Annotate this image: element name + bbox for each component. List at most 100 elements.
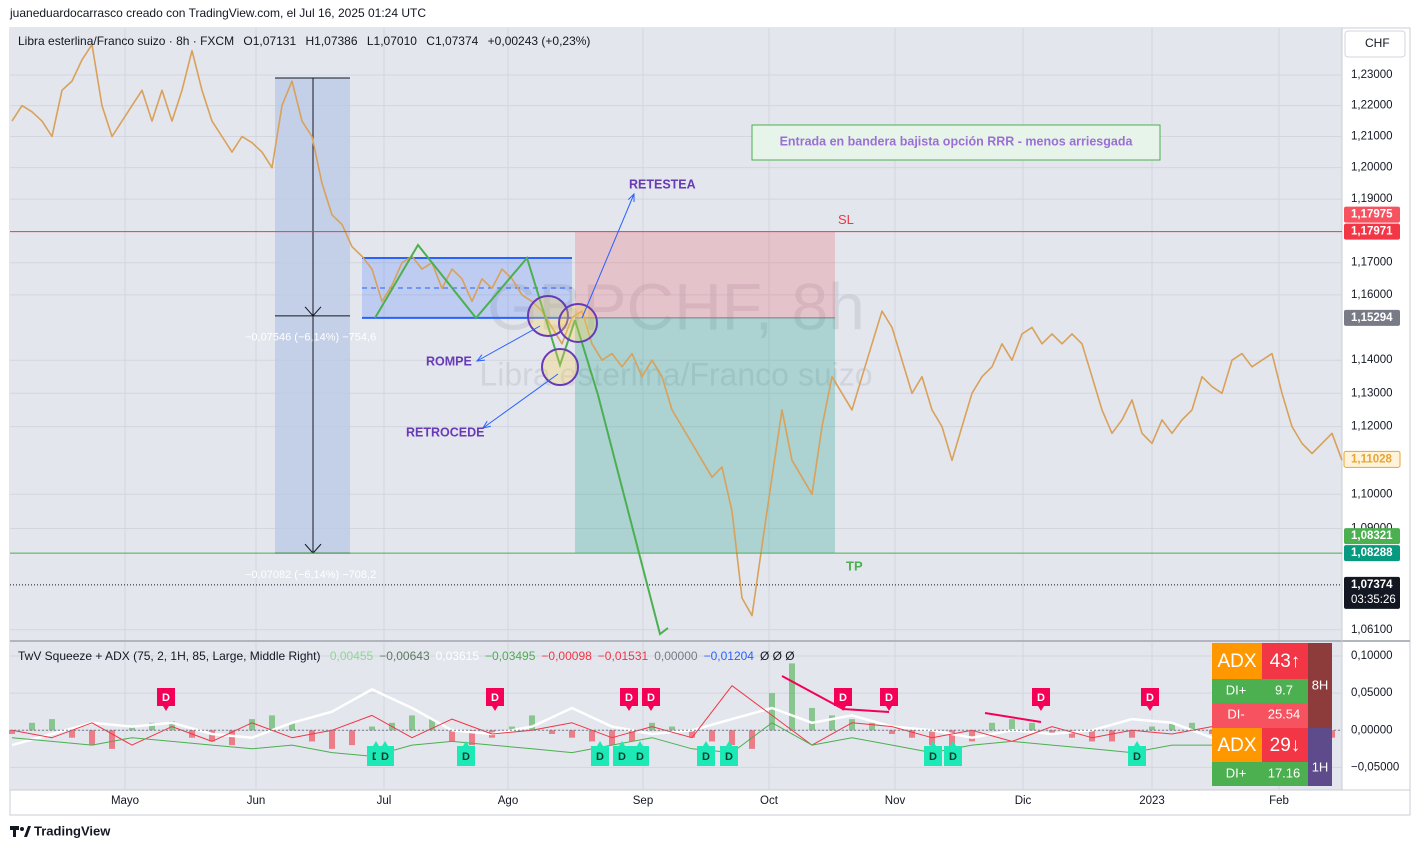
- histogram-bar: [949, 730, 955, 749]
- bullish-signal: [631, 741, 649, 766]
- signal-label: D: [885, 692, 893, 704]
- measure-label: −0,07546 (−6,14%) −754,6: [245, 332, 376, 344]
- adx-cell: [1262, 728, 1308, 762]
- bullish-signal: [613, 741, 631, 766]
- histogram-bar: [209, 730, 215, 742]
- currency-button[interactable]: [1344, 30, 1406, 58]
- logo: [24, 826, 31, 837]
- histogram-bar: [1169, 722, 1175, 731]
- callout-arrow: [482, 373, 559, 429]
- histogram-bar: [509, 726, 515, 731]
- callout-label: RETESTEA: [629, 177, 696, 191]
- di-cell: [1212, 703, 1308, 728]
- countdown: 03:35:26: [1351, 594, 1396, 606]
- signal-label: D: [636, 751, 644, 763]
- signal-label: D: [839, 692, 847, 704]
- price-label: 1,17975: [1351, 209, 1393, 221]
- di-value: 17.16: [1268, 765, 1301, 780]
- signal-label: D: [1037, 692, 1045, 704]
- di-label: DI+: [1226, 682, 1247, 697]
- bullish-signal: [1128, 741, 1146, 766]
- measure-label: −0,07082 (−6,14%) −708,2: [245, 569, 376, 581]
- histogram-bar: [1089, 730, 1095, 742]
- bullish-signal: [457, 741, 475, 766]
- footer-brand: TradingView: [34, 823, 111, 838]
- x-tick-label: Sep: [633, 795, 653, 807]
- histogram-bar: [729, 730, 735, 746]
- histogram-bar: [469, 730, 475, 746]
- indicator-value: Ø Ø Ø: [760, 649, 795, 663]
- bullish-signal: [924, 741, 942, 766]
- histogram-bar: [969, 730, 975, 742]
- x-tick-label: Ago: [498, 795, 518, 807]
- indicator-value: 0,00455: [330, 649, 374, 663]
- arrow-head: [627, 192, 635, 203]
- histogram-bar: [769, 693, 775, 731]
- adx-cell: [1262, 643, 1308, 679]
- y-tick-label: 0,10000: [1351, 650, 1393, 662]
- callout-label: RETROCEDE: [406, 425, 484, 439]
- price-label-box: [1343, 450, 1401, 468]
- bearish-signal: [620, 688, 638, 711]
- histogram-bar: [69, 730, 75, 738]
- logo: [13, 826, 16, 837]
- signal-label: D: [491, 692, 499, 704]
- indicator-value: 0,03615: [436, 649, 480, 663]
- y-tick-label: 1,22000: [1351, 100, 1393, 112]
- indicator-value: −0,01204: [704, 649, 755, 663]
- histogram-bar: [909, 730, 915, 738]
- bearish-signal: [642, 688, 660, 711]
- histogram-bar: [709, 730, 715, 742]
- drawings: [275, 77, 835, 554]
- callout-arrow: [476, 325, 541, 362]
- histogram-bar: [369, 726, 375, 731]
- histogram-bar: [829, 715, 835, 731]
- y-tick-label: 1,12000: [1351, 421, 1393, 433]
- y-tick-label: 1,21000: [1351, 131, 1393, 143]
- note-box: [751, 124, 1161, 161]
- price-label: 1,15294: [1351, 312, 1393, 324]
- tf-cell: [1308, 643, 1332, 728]
- overlays: DDDDDDDDDDDDDDDDDDDRETESTEAROMPERETROCED…: [10, 124, 1342, 766]
- bearish-signal: [486, 688, 504, 711]
- indicator-pane: [10, 642, 1342, 790]
- currency-label[interactable]: CHF: [1365, 36, 1390, 50]
- ohlc-value: H1,07386: [305, 34, 357, 48]
- sl-label: SL: [838, 212, 854, 227]
- y-tick-label: 1,17000: [1351, 257, 1393, 269]
- indicator-legend: TwV Squeeze + ADX (75, 2, 1H, 85, Large,…: [18, 649, 795, 663]
- histogram-bar: [49, 719, 55, 731]
- histogram-bar: [269, 715, 275, 731]
- ohlc-value: L1,07010: [367, 34, 417, 48]
- callout-label: ROMPE: [426, 354, 472, 368]
- signal-label: D: [462, 751, 470, 763]
- logo: [20, 827, 24, 831]
- histogram-bar: [989, 722, 995, 731]
- histogram-bar: [9, 730, 15, 734]
- histogram-bar: [629, 730, 635, 742]
- histogram-bar: [309, 730, 315, 742]
- histogram-bar: [809, 707, 815, 731]
- signal-label: D: [596, 751, 604, 763]
- price-label-box: [1344, 545, 1400, 562]
- price-label: 1,08321: [1351, 530, 1393, 542]
- x-tick-label: Feb: [1269, 795, 1289, 807]
- highlight-circle: [558, 303, 598, 343]
- indicator-value: −0,00643: [379, 649, 430, 663]
- bullish-signal: [591, 741, 609, 766]
- histogram-bar: [409, 715, 415, 731]
- signal-label: D: [1133, 751, 1141, 763]
- histogram-bar: [169, 721, 175, 731]
- bearish-signal: [880, 688, 898, 711]
- bullish-signal: [697, 741, 715, 766]
- ohlc-value: C1,07374: [426, 34, 478, 48]
- bullish-signal: [376, 741, 394, 766]
- signal-label: D: [162, 692, 170, 704]
- price-label: 1,07374: [1351, 579, 1393, 591]
- histogram-bar: [1069, 730, 1075, 738]
- indicator-value: 0,00000: [654, 649, 698, 663]
- signal-label: D: [702, 751, 710, 763]
- y-tick-label: 1,16000: [1351, 289, 1393, 301]
